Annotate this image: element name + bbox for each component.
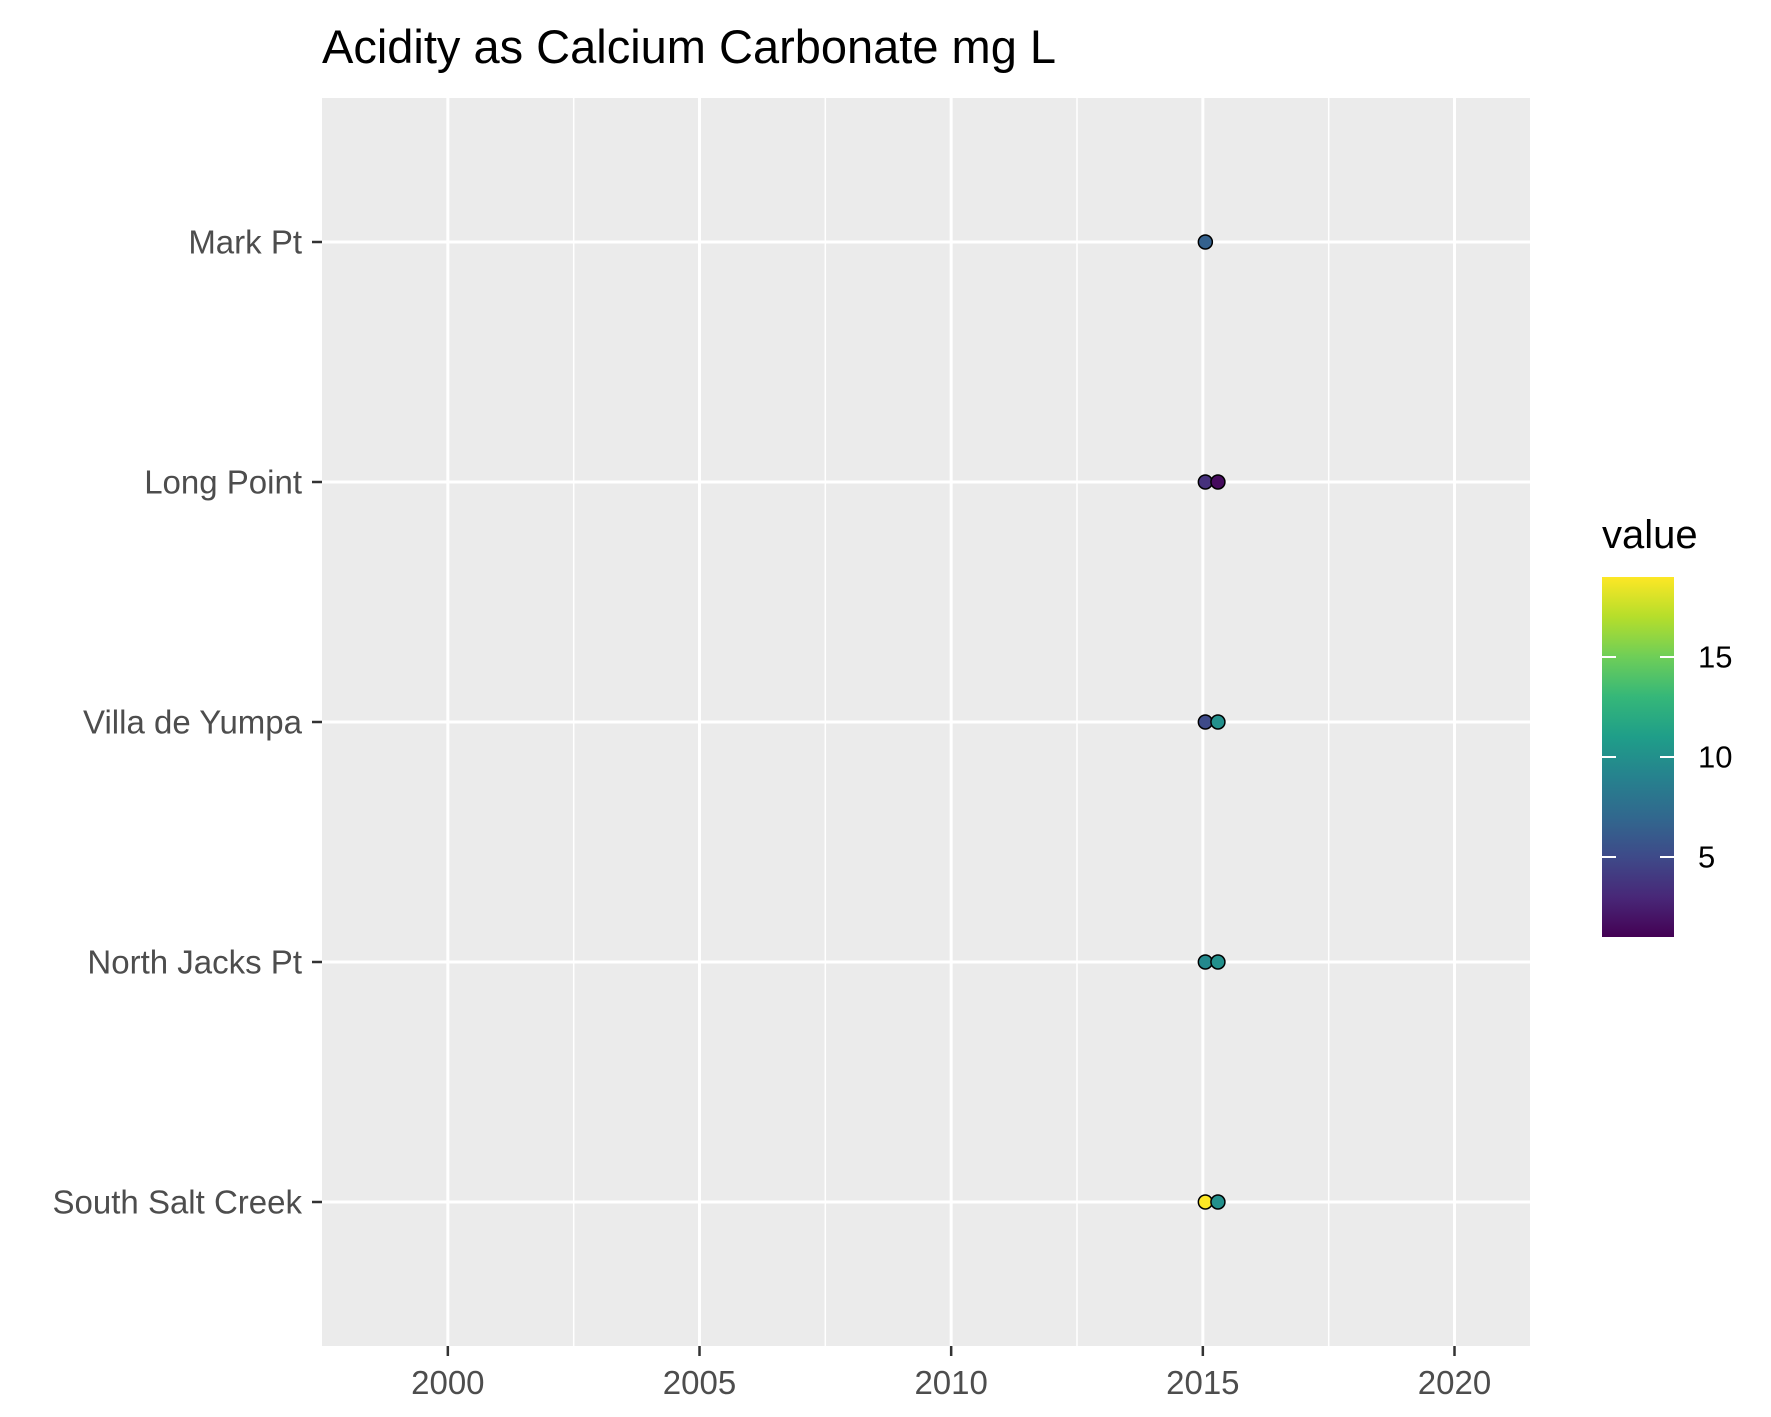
x-tick-label: 2015 — [1166, 1364, 1239, 1401]
data-point — [1210, 474, 1226, 490]
data-point — [1210, 954, 1226, 970]
legend-ticks: 5 10 15 — [1602, 640, 1732, 875]
y-tick-label: South Salt Creek — [53, 1184, 303, 1221]
y-tick-label: Mark Pt — [188, 224, 302, 261]
x-tick-label: 2020 — [1418, 1364, 1491, 1401]
data-point — [1210, 1194, 1226, 1210]
legend-tick-label: 5 — [1698, 840, 1715, 875]
x-axis: 2000 2005 2010 2015 2020 — [411, 1346, 1491, 1401]
data-points — [1197, 234, 1226, 1210]
x-tick-label: 2010 — [914, 1364, 987, 1401]
major-gridlines — [322, 98, 1530, 1346]
legend-title: value — [1602, 513, 1698, 557]
legend-tick-label: 15 — [1698, 640, 1732, 675]
legend-tick-label: 10 — [1698, 740, 1732, 775]
chart-title: Acidity as Calcium Carbonate mg L — [322, 20, 1056, 73]
x-tick-label: 2000 — [411, 1364, 484, 1401]
y-axis: Mark Pt Long Point Villa de Yumpa North Jac… — [53, 224, 322, 1221]
y-tick-label: North Jacks Pt — [87, 944, 302, 981]
y-tick-label: Villa de Yumpa — [83, 704, 303, 741]
y-tick-label: Long Point — [144, 464, 302, 501]
color-legend: value 5 10 15 — [1602, 513, 1732, 937]
data-point — [1197, 234, 1214, 250]
x-tick-label: 2005 — [663, 1364, 736, 1401]
data-point — [1210, 714, 1226, 730]
